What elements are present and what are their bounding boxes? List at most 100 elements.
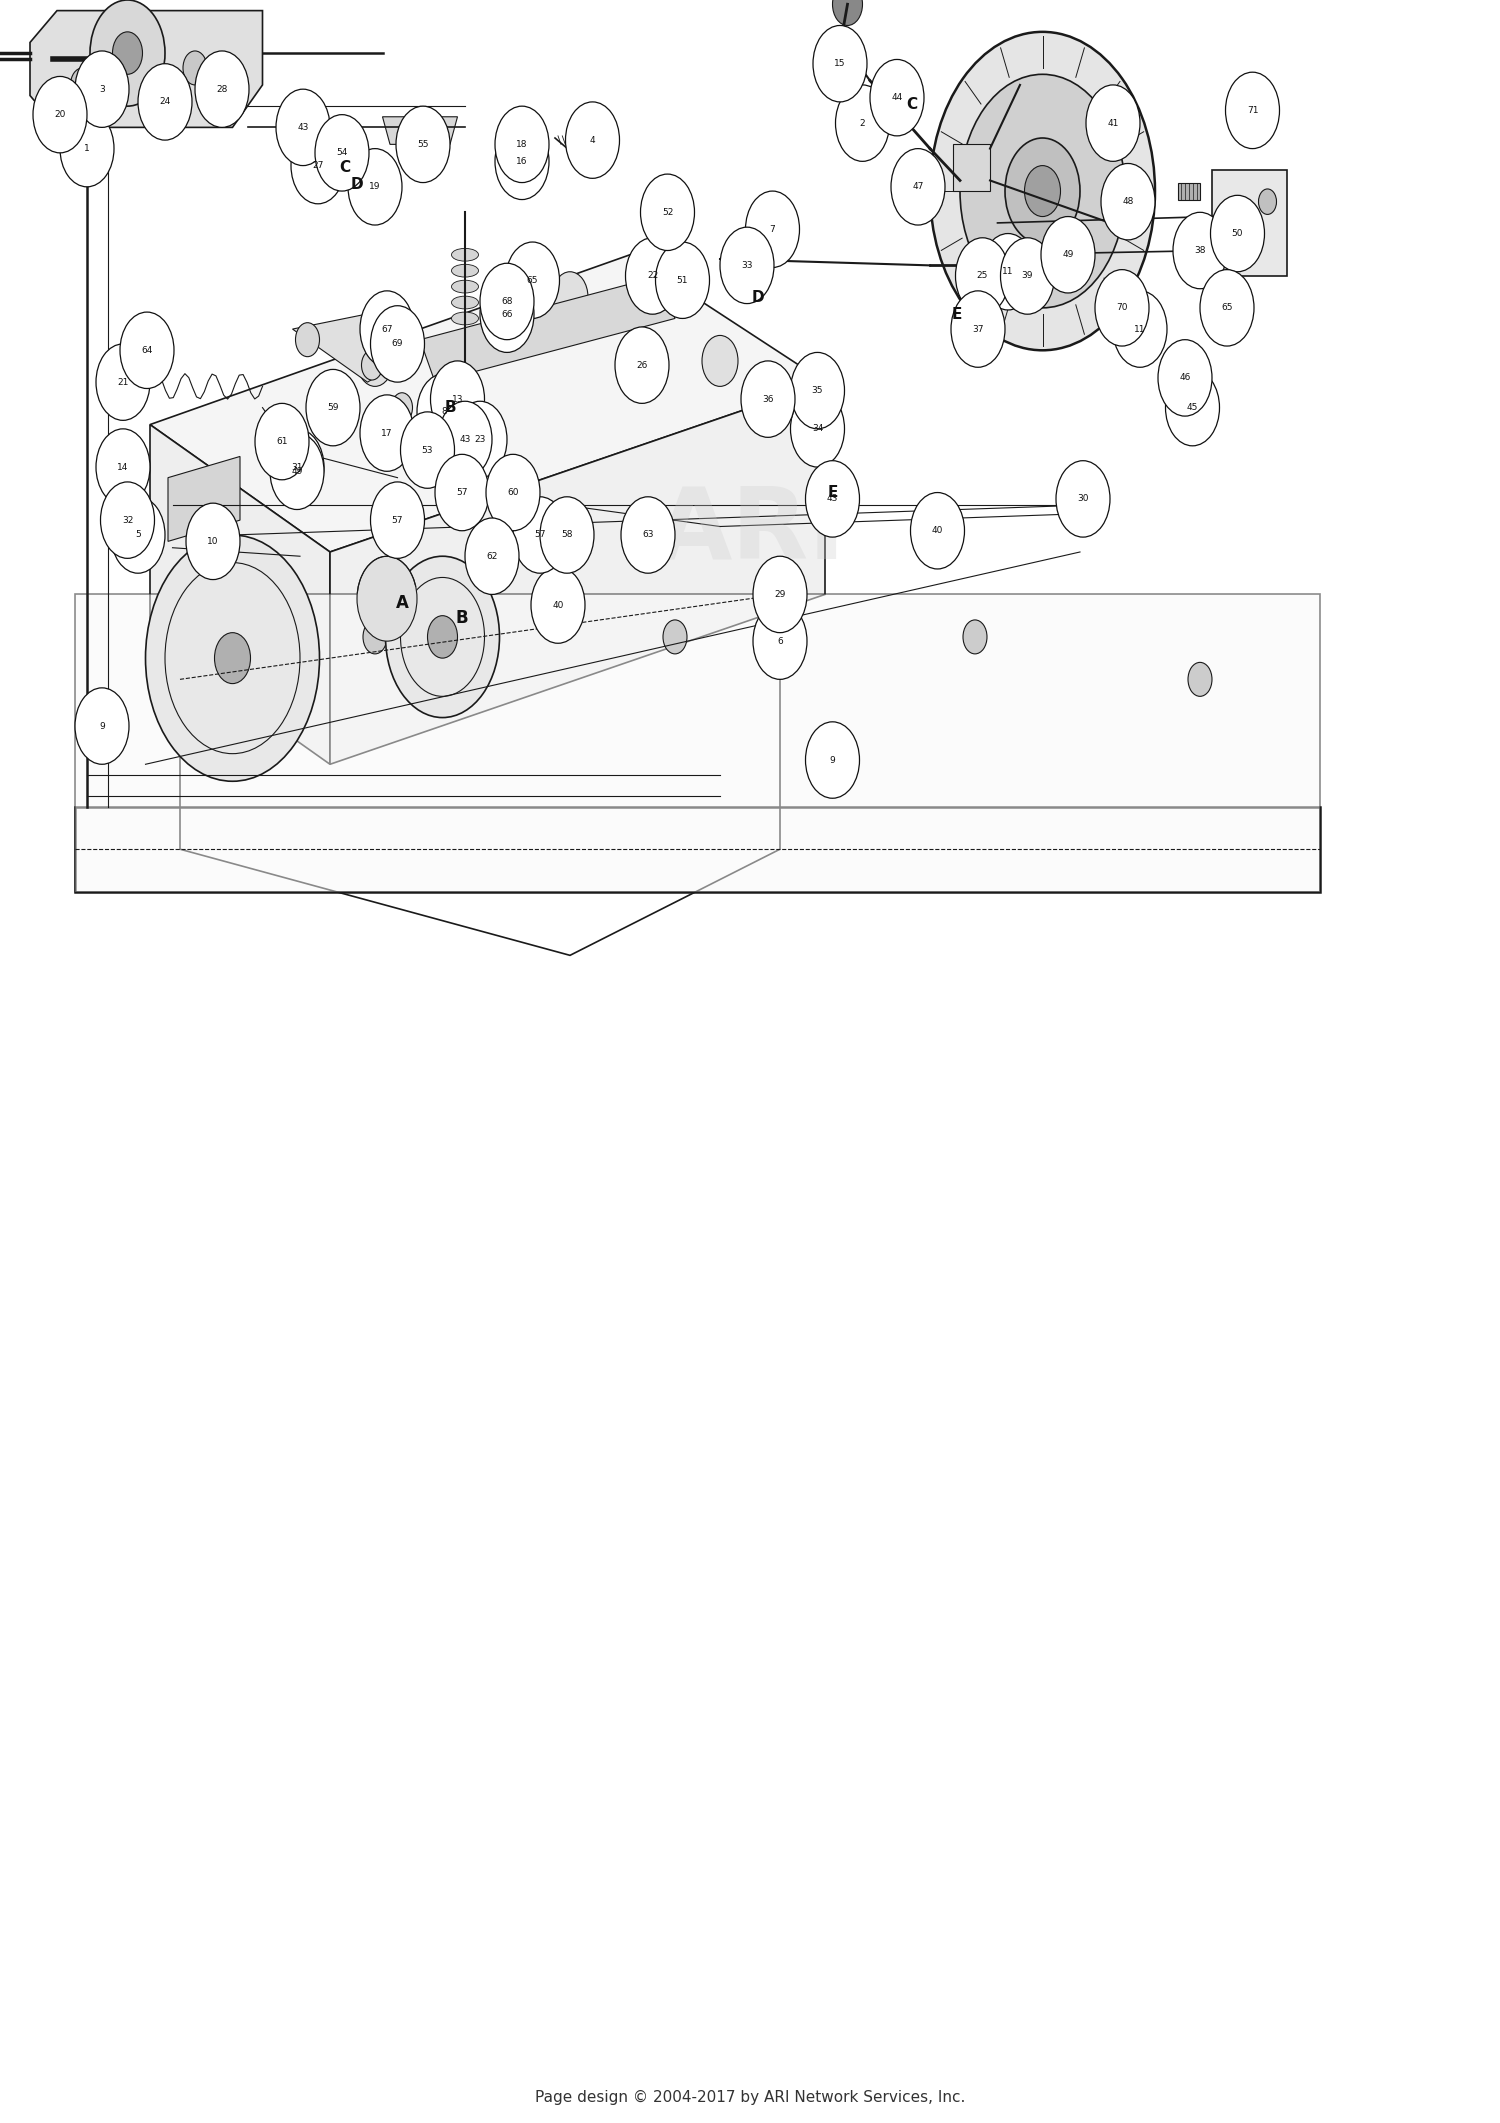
Circle shape [741,361,795,437]
Circle shape [348,149,402,225]
Text: 24: 24 [159,98,171,106]
Circle shape [392,393,412,422]
Text: 9: 9 [99,722,105,730]
Text: 55: 55 [417,140,429,149]
Text: B: B [456,609,468,626]
Circle shape [615,327,669,403]
Circle shape [427,616,458,658]
Ellipse shape [452,263,478,276]
Circle shape [1000,238,1054,314]
Text: 44: 44 [891,93,903,102]
Text: 57: 57 [456,488,468,497]
Text: C: C [906,96,918,113]
Text: D: D [752,289,764,306]
Text: ARI: ARI [654,482,846,580]
Text: 28: 28 [216,85,228,93]
Circle shape [1226,72,1280,149]
Text: 53: 53 [422,446,434,454]
Text: 49: 49 [1062,251,1074,259]
Circle shape [400,412,454,488]
Text: 40: 40 [932,527,944,535]
Polygon shape [952,144,990,191]
Circle shape [417,374,471,450]
Circle shape [663,620,687,654]
Circle shape [1113,291,1167,367]
Circle shape [363,620,387,654]
Ellipse shape [452,248,478,261]
Text: 36: 36 [762,395,774,403]
Circle shape [981,234,1035,310]
Text: 1: 1 [84,144,90,153]
Circle shape [357,335,393,386]
Text: 62: 62 [486,552,498,560]
Circle shape [656,242,710,318]
Circle shape [1258,189,1276,214]
Circle shape [315,115,369,191]
Text: 64: 64 [141,346,153,355]
Text: B: B [444,399,456,416]
Ellipse shape [452,312,478,325]
Circle shape [270,429,324,505]
Text: 70: 70 [1116,304,1128,312]
Text: 54: 54 [336,149,348,157]
Text: 18: 18 [516,140,528,149]
Circle shape [33,76,87,153]
Circle shape [621,497,675,573]
Circle shape [891,149,945,225]
Circle shape [963,620,987,654]
Circle shape [506,242,560,318]
Text: 34: 34 [812,425,824,433]
Text: 57: 57 [534,531,546,539]
Text: E: E [952,306,962,323]
Circle shape [910,493,964,569]
Circle shape [146,535,320,781]
Text: 57: 57 [392,516,404,524]
Circle shape [813,25,867,102]
Circle shape [453,401,507,478]
Circle shape [360,291,414,367]
Circle shape [112,32,142,74]
Text: 48: 48 [1122,197,1134,206]
Circle shape [531,567,585,643]
Circle shape [75,51,129,127]
Circle shape [195,51,249,127]
Text: 13: 13 [452,395,464,403]
Circle shape [370,482,424,558]
Circle shape [626,238,680,314]
Circle shape [790,391,844,467]
Text: 17: 17 [381,429,393,437]
Circle shape [1024,166,1060,217]
Circle shape [870,59,924,136]
Circle shape [214,633,250,684]
Text: 66: 66 [501,310,513,318]
Circle shape [486,454,540,531]
Text: 35: 35 [812,386,824,395]
Text: 3: 3 [99,85,105,93]
Text: 67: 67 [381,325,393,333]
Text: E: E [828,484,837,501]
Text: 29: 29 [774,590,786,599]
Circle shape [495,123,549,200]
Circle shape [1041,217,1095,293]
Circle shape [60,110,114,187]
Text: 46: 46 [1179,374,1191,382]
Text: 26: 26 [636,361,648,369]
Text: 43: 43 [827,495,839,503]
Circle shape [90,0,165,106]
Text: 59: 59 [327,403,339,412]
Circle shape [1173,212,1227,289]
Text: 50: 50 [1232,229,1244,238]
Circle shape [1166,369,1219,446]
Circle shape [362,350,382,380]
Text: 23: 23 [474,435,486,444]
Text: 21: 21 [117,378,129,386]
Circle shape [370,306,424,382]
Text: 51: 51 [676,276,688,284]
Polygon shape [420,276,675,382]
Text: 16: 16 [516,157,528,166]
Circle shape [465,518,519,594]
Circle shape [1056,461,1110,537]
Polygon shape [168,456,240,541]
Text: 31: 31 [291,463,303,471]
Circle shape [1158,340,1212,416]
